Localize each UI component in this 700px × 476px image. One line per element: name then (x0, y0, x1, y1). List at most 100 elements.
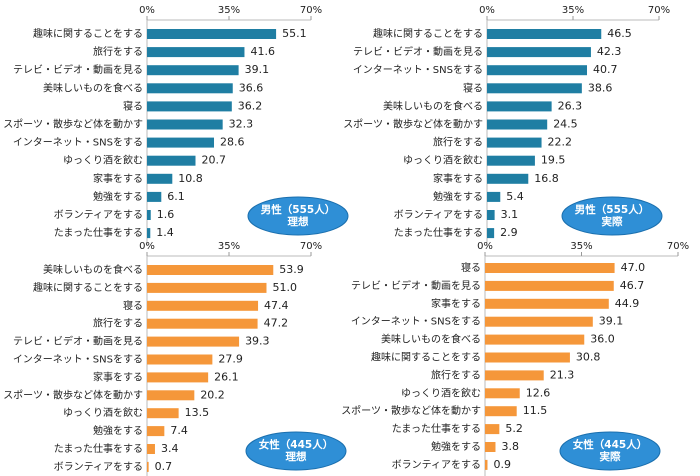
bar (147, 228, 151, 239)
value-label: 11.5 (523, 404, 548, 417)
bar (147, 119, 223, 130)
bar (147, 354, 213, 365)
bar (487, 101, 552, 112)
category-label: たまった仕事をする (54, 442, 143, 455)
category-label: 勉強をする (431, 440, 481, 453)
category-label: 趣味に関することをする (373, 27, 483, 40)
bar (487, 83, 582, 94)
bar (487, 29, 602, 39)
bar (147, 282, 267, 293)
category-label: 家事をする (433, 172, 483, 185)
value-label: 0.9 (493, 458, 511, 471)
value-label: 47.2 (264, 317, 289, 330)
category-label: 寝る (123, 299, 143, 312)
x-tick-label: 0% (139, 5, 155, 16)
category-label: ボランティアをする (54, 209, 143, 221)
category-label: 美味しいものを食べる (43, 81, 143, 94)
value-label: 53.9 (279, 263, 304, 276)
annotation-badge (561, 196, 663, 236)
category-label: 勉強をする (93, 190, 143, 203)
annotation: 実際 (602, 215, 623, 228)
category-label: 家事をする (431, 297, 481, 310)
bar (487, 155, 535, 166)
bar (147, 101, 232, 112)
category-label: 趣味に関することをする (33, 27, 143, 40)
category-label: 美味しいものを食べる (383, 99, 483, 112)
category-label: スポーツ・散歩など体を動かす (3, 118, 143, 131)
category-label: 寝る (123, 99, 143, 112)
bar (485, 298, 609, 309)
value-label: 38.6 (588, 81, 613, 94)
category-label: 旅行をする (433, 136, 483, 149)
category-label: ゆっくり酒を飲む (63, 406, 143, 419)
annotation-badge (247, 196, 349, 236)
x-tick-label: 35% (562, 5, 584, 16)
value-label: 27.9 (218, 353, 243, 366)
category-label: 旅行をする (431, 368, 481, 381)
value-label: 30.8 (576, 351, 601, 364)
category-label: 趣味に関することをする (33, 281, 143, 294)
category-label: たまった仕事をする (392, 422, 481, 435)
value-label: 44.9 (615, 297, 640, 310)
value-label: 21.3 (550, 368, 575, 381)
value-label: 39.1 (599, 315, 624, 328)
value-label: 40.7 (593, 63, 618, 76)
value-label: 20.7 (201, 154, 226, 167)
bar (485, 424, 500, 435)
bar (485, 280, 614, 291)
category-label: 家事をする (93, 370, 143, 383)
x-tick-label: 70% (648, 5, 670, 16)
category-label: ゆっくり酒を飲む (63, 154, 143, 167)
x-tick-label: 35% (218, 5, 240, 16)
category-label: インターネット・SNSをする (353, 64, 483, 76)
annotation: 実際 (600, 450, 621, 463)
annotation-badge (559, 431, 661, 471)
bar (147, 408, 179, 419)
value-label: 42.3 (597, 45, 622, 58)
bar (147, 461, 149, 472)
bar (147, 210, 151, 220)
value-label: 26.1 (214, 370, 239, 383)
value-label: 22.2 (548, 136, 573, 149)
value-label: 19.5 (541, 154, 566, 167)
value-label: 32.3 (229, 118, 254, 131)
annotation: 女性（445人） (573, 438, 647, 451)
value-label: 26.3 (558, 99, 583, 112)
value-label: 0.7 (155, 460, 173, 473)
x-tick-label: 35% (570, 241, 592, 252)
category-label: ゆっくり酒を飲む (401, 386, 481, 399)
value-label: 28.6 (220, 136, 245, 149)
x-tick-label: 70% (300, 241, 322, 252)
value-label: 6.1 (167, 190, 185, 203)
value-label: 12.6 (526, 386, 551, 399)
value-label: 51.0 (272, 281, 297, 294)
category-label: ゆっくり酒を飲む (403, 154, 483, 167)
value-label: 20.2 (200, 388, 225, 401)
annotation: 理想 (288, 215, 309, 228)
bar (147, 372, 209, 383)
bar (487, 191, 501, 202)
category-label: テレビ・ビデオ・動画を見る (351, 279, 481, 292)
category-label: ボランティアをする (394, 209, 483, 221)
value-label: 24.5 (553, 118, 578, 131)
bar (147, 29, 277, 39)
value-label: 39.1 (245, 63, 270, 76)
value-label: 3.8 (501, 440, 519, 453)
category-label: たまった仕事をする (54, 226, 143, 239)
bar (485, 459, 488, 470)
category-label: テレビ・ビデオ・動画を見る (13, 63, 143, 76)
value-label: 46.7 (620, 279, 645, 292)
category-label: ボランティアをする (392, 459, 481, 471)
category-label: インターネット・SNSをする (351, 316, 481, 328)
bar (485, 406, 517, 417)
category-label: たまった仕事をする (394, 226, 483, 239)
bar (487, 137, 542, 148)
annotation: 女性（445人） (259, 438, 333, 451)
bar (147, 336, 240, 347)
bar (147, 173, 173, 184)
value-label: 16.8 (534, 172, 559, 185)
category-label: 寝る (461, 261, 481, 274)
value-label: 46.5 (607, 27, 632, 40)
bar (147, 390, 195, 401)
bar (485, 263, 615, 273)
